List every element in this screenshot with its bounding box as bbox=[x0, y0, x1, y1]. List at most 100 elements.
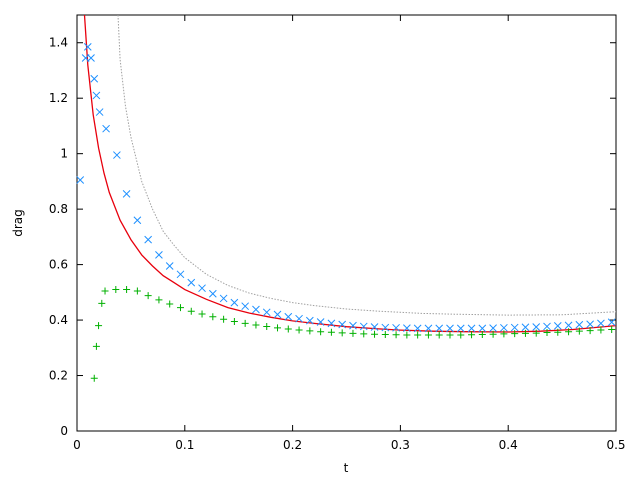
y-tick-label: 0.8 bbox=[49, 202, 68, 216]
green-plus-point bbox=[575, 327, 583, 335]
blue-x-point bbox=[403, 324, 411, 332]
blue-x-point bbox=[284, 312, 293, 321]
blue-x-point bbox=[349, 321, 357, 330]
green-plus-point bbox=[230, 317, 238, 325]
green-plus-point bbox=[543, 329, 551, 337]
green-plus-point bbox=[532, 329, 540, 337]
green-plus-point bbox=[403, 331, 411, 339]
green-plus-point bbox=[252, 321, 260, 329]
green-plus-point bbox=[284, 325, 292, 333]
blue-x-point bbox=[122, 190, 131, 198]
blue-x-point bbox=[95, 108, 104, 116]
blue-x-marker-series bbox=[76, 43, 616, 333]
blue-x-point bbox=[381, 323, 390, 332]
blue-x-point bbox=[607, 318, 616, 327]
green-plus-point bbox=[112, 286, 120, 294]
blue-x-point bbox=[392, 323, 400, 332]
green-plus-point bbox=[446, 331, 454, 339]
blue-x-point bbox=[478, 324, 487, 333]
blue-x-point bbox=[575, 320, 584, 329]
green-plus-point bbox=[338, 329, 346, 337]
green-plus-point bbox=[209, 313, 217, 321]
green-plus-marker-series bbox=[90, 286, 616, 382]
green-plus-point bbox=[220, 315, 228, 323]
blue-x-point bbox=[424, 324, 433, 333]
blue-x-point bbox=[521, 323, 530, 332]
blue-x-point bbox=[92, 91, 101, 100]
blue-x-point bbox=[76, 176, 85, 184]
blue-x-point bbox=[532, 323, 541, 331]
blue-x-point bbox=[198, 284, 206, 293]
green-plus-point bbox=[166, 300, 174, 308]
blue-x-point bbox=[90, 74, 99, 83]
green-plus-point bbox=[295, 326, 303, 334]
blue-x-point bbox=[564, 321, 573, 330]
blue-x-point bbox=[176, 270, 185, 279]
blue-x-point bbox=[456, 324, 465, 333]
green-plus-point bbox=[123, 286, 131, 294]
x-axis-ticks: 0 0.1 0.2 0.3 0.4 0.5 bbox=[73, 15, 626, 452]
green-plus-point bbox=[349, 329, 357, 337]
blue-x-point bbox=[543, 322, 551, 331]
green-plus-point bbox=[478, 330, 486, 338]
x-tick-label: 0 bbox=[73, 438, 81, 452]
blue-x-point bbox=[252, 305, 260, 314]
y-tick-label: 0.4 bbox=[49, 313, 68, 327]
y-axis-ticks: 0 0.2 0.4 0.6 0.8 1 1.2 1.4 bbox=[49, 36, 616, 438]
green-plus-point bbox=[327, 328, 335, 336]
green-plus-point bbox=[263, 322, 271, 330]
blue-x-point bbox=[144, 235, 153, 244]
blue-x-point bbox=[413, 324, 422, 333]
x-tick-label: 0.4 bbox=[499, 438, 518, 452]
blue-x-point bbox=[489, 324, 497, 332]
blue-x-point bbox=[500, 323, 508, 332]
blue-x-point bbox=[553, 322, 562, 330]
green-plus-point bbox=[101, 287, 109, 295]
green-plus-point bbox=[424, 331, 432, 339]
blue-x-point bbox=[295, 314, 303, 323]
green-plus-point bbox=[565, 328, 573, 336]
blue-x-point bbox=[262, 308, 271, 317]
gray-dotted-series-line bbox=[117, 14, 617, 316]
green-plus-point bbox=[435, 331, 443, 339]
green-plus-point bbox=[489, 330, 497, 338]
green-plus-point bbox=[511, 330, 519, 338]
green-plus-point bbox=[360, 330, 368, 338]
green-plus-point bbox=[392, 331, 400, 339]
blue-x-point bbox=[510, 323, 519, 332]
plot-frame bbox=[76, 14, 617, 432]
blue-x-point bbox=[359, 322, 368, 331]
x-tick-label: 0.2 bbox=[283, 438, 302, 452]
blue-x-point bbox=[370, 323, 379, 331]
y-tick-label: 1 bbox=[60, 147, 68, 161]
blue-x-point bbox=[586, 320, 594, 329]
green-plus-point bbox=[144, 292, 152, 300]
green-plus-point bbox=[155, 296, 163, 304]
green-plus-point bbox=[468, 331, 476, 339]
green-plus-point bbox=[90, 374, 98, 382]
blue-x-point bbox=[102, 124, 110, 133]
green-plus-point bbox=[608, 325, 616, 333]
blue-x-point bbox=[316, 318, 325, 326]
blue-x-point bbox=[83, 43, 92, 51]
green-plus-point bbox=[187, 307, 195, 315]
green-plus-point bbox=[521, 329, 529, 337]
blue-x-point bbox=[165, 262, 174, 270]
blue-x-point bbox=[446, 324, 454, 333]
blue-x-point bbox=[241, 302, 250, 311]
x-tick-label: 0.1 bbox=[175, 438, 194, 452]
green-plus-point bbox=[274, 324, 282, 332]
green-plus-point bbox=[414, 331, 422, 339]
green-plus-point bbox=[597, 326, 605, 334]
y-tick-label: 0.6 bbox=[49, 258, 68, 272]
green-plus-point bbox=[317, 328, 325, 336]
x-tick-label: 0.3 bbox=[391, 438, 410, 452]
blue-x-point bbox=[435, 324, 444, 333]
green-plus-point bbox=[176, 304, 184, 312]
green-plus-point bbox=[381, 330, 389, 338]
green-plus-point bbox=[133, 287, 141, 295]
y-tick-label: 0.2 bbox=[49, 369, 68, 383]
blue-x-point bbox=[597, 319, 605, 328]
x-tick-label: 0.5 bbox=[606, 438, 625, 452]
